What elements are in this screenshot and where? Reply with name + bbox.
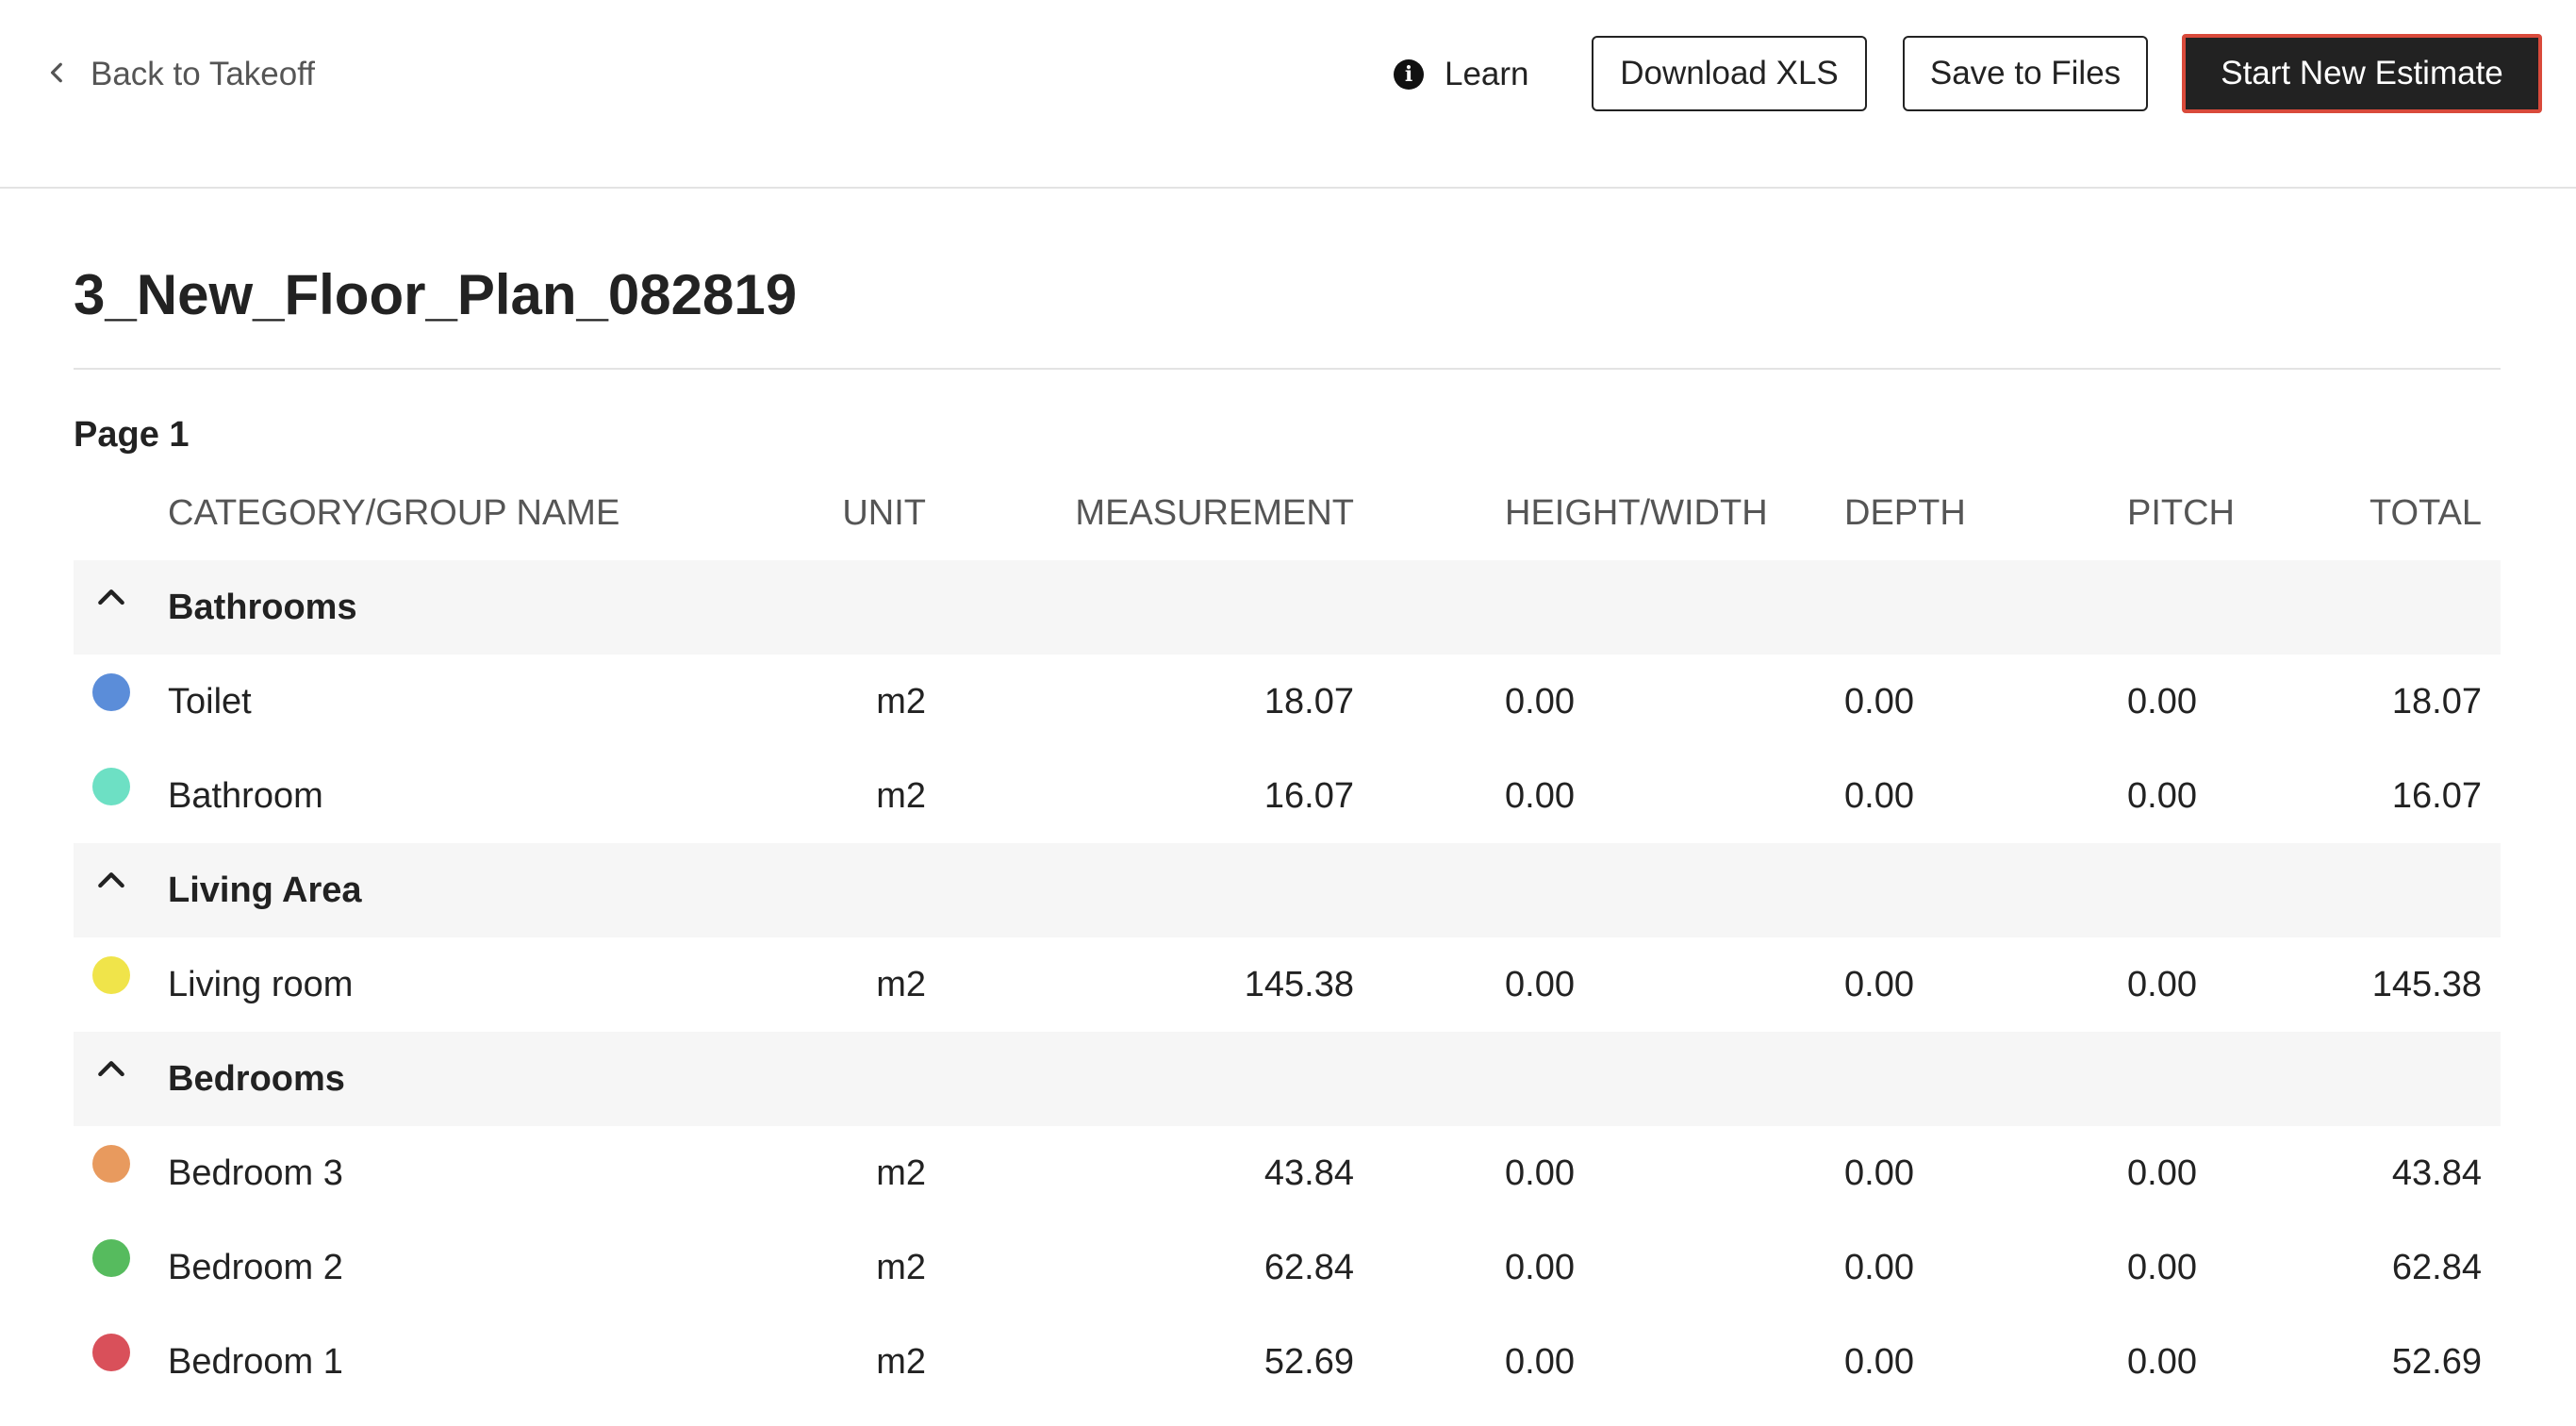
item-height-width: 0.00 (1505, 775, 1575, 816)
column-header-unit: UNIT (842, 492, 926, 533)
item-name: Bedroom 2 (168, 1247, 343, 1287)
item-unit: m2 (876, 964, 926, 1004)
item-total: 43.84 (2391, 1152, 2482, 1193)
color-swatch (92, 1334, 130, 1371)
color-swatch (92, 1239, 130, 1277)
table-header-row: CATEGORY/GROUP NAME UNIT MEASUREMENT HEI… (74, 466, 2501, 560)
item-measurement: 145.38 (1244, 964, 1354, 1004)
item-name: Bedroom 1 (168, 1341, 343, 1382)
color-swatch (92, 673, 130, 711)
item-unit: m2 (876, 1152, 926, 1193)
item-name: Living room (168, 964, 354, 1004)
back-to-takeoff-label: Back to Takeoff (91, 56, 316, 92)
item-depth: 0.00 (1844, 1152, 1914, 1193)
column-header-name: CATEGORY/GROUP NAME (168, 492, 620, 533)
item-pitch: 0.00 (2127, 964, 2197, 1004)
table-row[interactable]: Toilet m2 18.07 0.00 0.00 0.00 18.07 (74, 655, 2501, 749)
item-height-width: 0.00 (1505, 1341, 1575, 1382)
top-bar: Back to Takeoff i Learn Download XLS Sav… (0, 0, 2576, 189)
chevron-left-icon (45, 56, 70, 93)
info-icon: i (1394, 59, 1424, 90)
back-to-takeoff-link[interactable]: Back to Takeoff (45, 51, 315, 98)
table-row[interactable]: Bedroom 1 m2 52.69 0.00 0.00 0.00 52.69 (74, 1315, 2501, 1409)
item-measurement: 43.84 (1263, 1152, 1354, 1193)
item-name: Toilet (168, 681, 252, 721)
page-title: 3_New_Floor_Plan_082819 (74, 263, 798, 326)
color-swatch (92, 1145, 130, 1183)
color-swatch (92, 956, 130, 994)
group-name: Bedrooms (168, 1058, 345, 1099)
item-unit: m2 (876, 1247, 926, 1287)
item-depth: 0.00 (1844, 681, 1914, 721)
table-row[interactable]: Living room m2 145.38 0.00 0.00 0.00 145… (74, 937, 2501, 1032)
group-row-bathrooms[interactable]: Bathrooms (74, 560, 2501, 655)
item-unit: m2 (876, 681, 926, 721)
group-row-living-area[interactable]: Living Area (74, 843, 2501, 937)
item-unit: m2 (876, 775, 926, 816)
item-name: Bathroom (168, 775, 323, 816)
item-pitch: 0.00 (2127, 1341, 2197, 1382)
chevron-up-icon[interactable] (92, 1051, 130, 1088)
item-total: 52.69 (2391, 1341, 2482, 1382)
item-pitch: 0.00 (2127, 1152, 2197, 1193)
table-row[interactable]: Bedroom 3 m2 43.84 0.00 0.00 0.00 43.84 (74, 1126, 2501, 1220)
item-pitch: 0.00 (2127, 681, 2197, 721)
color-swatch (92, 768, 130, 805)
item-depth: 0.00 (1844, 964, 1914, 1004)
column-header-total: TOTAL (2370, 492, 2482, 533)
chevron-up-icon[interactable] (92, 579, 130, 617)
item-depth: 0.00 (1844, 1341, 1914, 1382)
table-row[interactable]: Bathroom m2 16.07 0.00 0.00 0.00 16.07 (74, 749, 2501, 843)
item-measurement: 16.07 (1263, 775, 1354, 816)
column-header-pitch: PITCH (2127, 492, 2235, 533)
takeoff-table: CATEGORY/GROUP NAME UNIT MEASUREMENT HEI… (74, 466, 2501, 1409)
page-label: Page 1 (74, 415, 190, 455)
group-name: Bathrooms (168, 587, 357, 627)
item-height-width: 0.00 (1505, 964, 1575, 1004)
item-total: 16.07 (2391, 775, 2482, 816)
item-pitch: 0.00 (2127, 1247, 2197, 1287)
group-name: Living Area (168, 870, 362, 910)
item-height-width: 0.00 (1505, 681, 1575, 721)
item-measurement: 18.07 (1263, 681, 1354, 721)
table-row[interactable]: Bedroom 2 m2 62.84 0.00 0.00 0.00 62.84 (74, 1220, 2501, 1315)
chevron-up-icon[interactable] (92, 862, 130, 900)
column-header-measurement: MEASUREMENT (1075, 492, 1354, 533)
item-measurement: 62.84 (1263, 1247, 1354, 1287)
column-header-height-width: HEIGHT/WIDTH (1505, 492, 1768, 533)
item-measurement: 52.69 (1263, 1341, 1354, 1382)
item-unit: m2 (876, 1341, 926, 1382)
item-height-width: 0.00 (1505, 1247, 1575, 1287)
item-total: 18.07 (2391, 681, 2482, 721)
start-new-estimate-button[interactable]: Start New Estimate (2182, 34, 2542, 113)
item-total: 62.84 (2391, 1247, 2482, 1287)
download-xls-button[interactable]: Download XLS (1592, 36, 1867, 111)
item-pitch: 0.00 (2127, 775, 2197, 816)
item-depth: 0.00 (1844, 775, 1914, 816)
save-to-files-button[interactable]: Save to Files (1903, 36, 2148, 111)
group-row-bedrooms[interactable]: Bedrooms (74, 1032, 2501, 1126)
item-depth: 0.00 (1844, 1247, 1914, 1287)
learn-link[interactable]: i Learn (1394, 51, 1529, 98)
item-total: 145.38 (2371, 964, 2482, 1004)
learn-label: Learn (1445, 56, 1529, 92)
item-height-width: 0.00 (1505, 1152, 1575, 1193)
title-divider (74, 368, 2501, 370)
column-header-depth: DEPTH (1844, 492, 1966, 533)
item-name: Bedroom 3 (168, 1152, 343, 1193)
